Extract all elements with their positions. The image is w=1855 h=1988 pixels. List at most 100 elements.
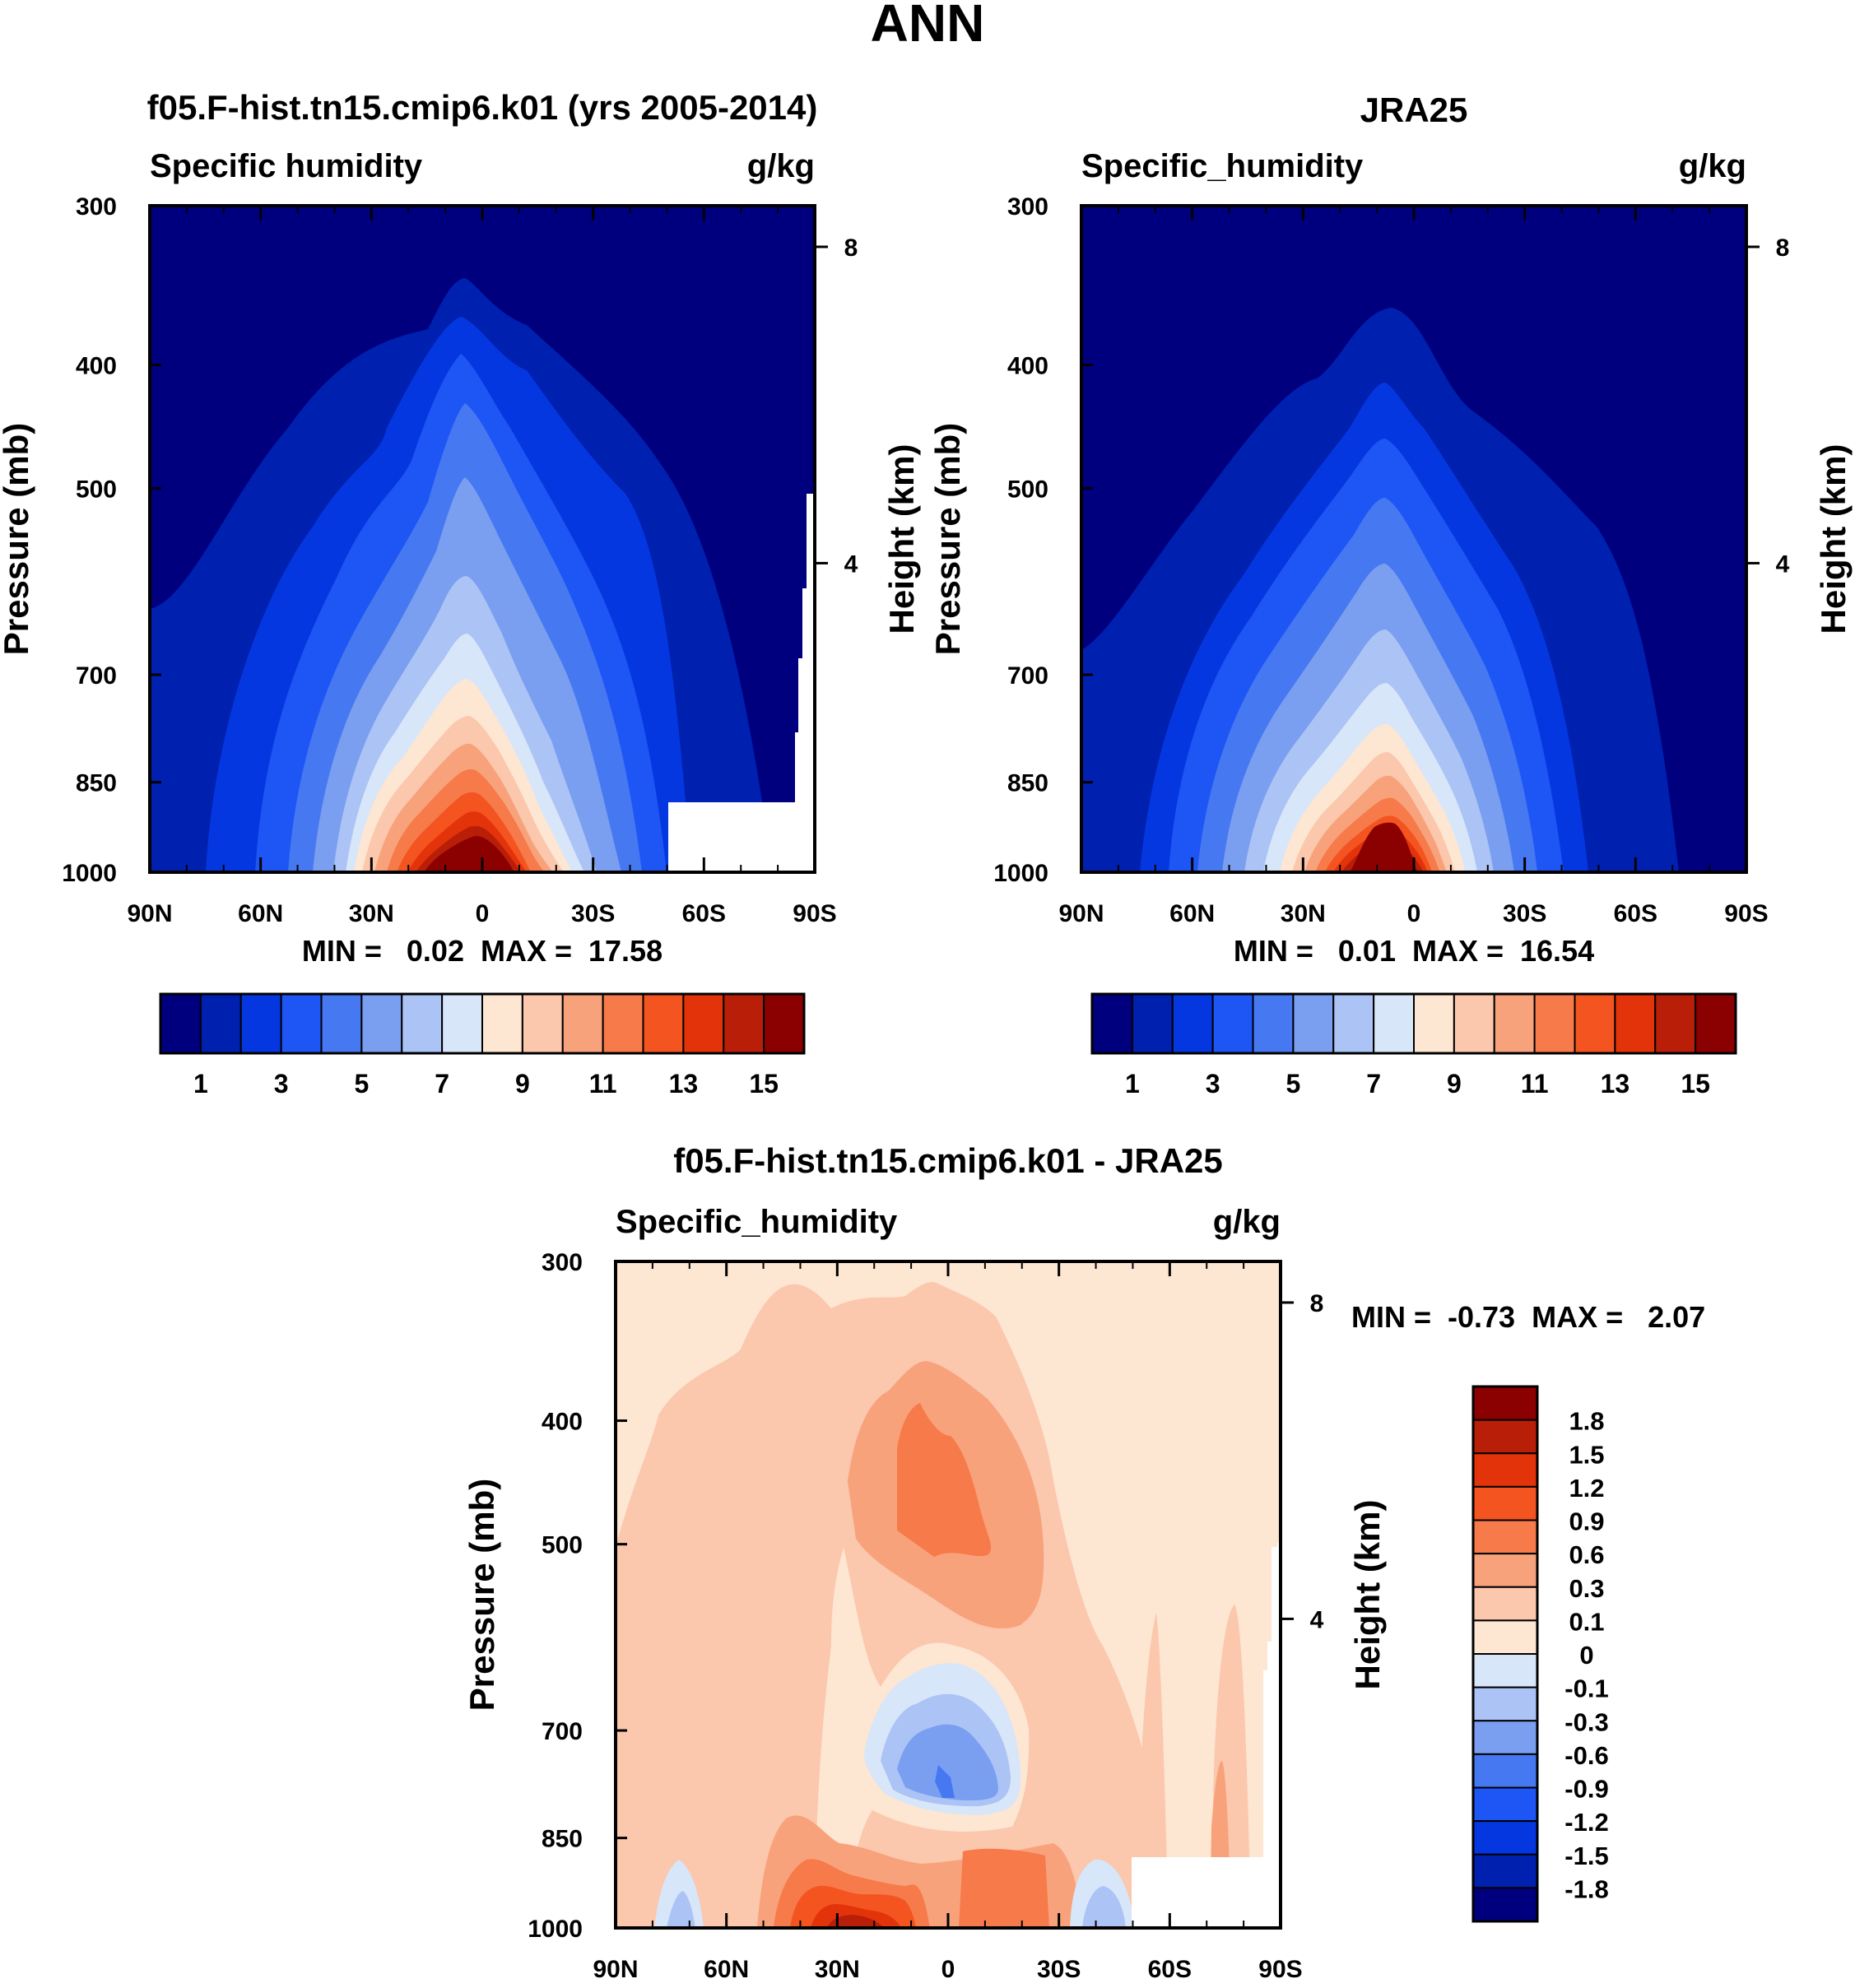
pressure-tick-label: 700 — [76, 662, 117, 690]
colorbar-label: 0.9 — [1569, 1507, 1604, 1536]
colorbar-swatch — [1472, 1586, 1538, 1622]
lat-tick-label: 60N — [704, 1956, 749, 1983]
colorbar-swatch — [160, 993, 202, 1054]
pressure-tick-label: 400 — [76, 353, 117, 380]
panel-diff-axes: 300 400 500 700 850 1000 8 4 90N 60N 30N 0 30S 60S 90S… — [463, 1249, 1387, 1983]
pressure-tick-label: 400 — [1007, 353, 1048, 380]
pressure-tick-label: 1000 — [993, 860, 1048, 887]
y-axis-title: Pressure (mb) — [0, 423, 35, 655]
lat-tick-label: 30N — [1281, 900, 1326, 927]
colorbar-swatch — [1472, 1519, 1538, 1555]
colorbar-swatch — [561, 993, 604, 1054]
colorbar-swatch — [1472, 1653, 1538, 1688]
panel-diff-units-label: g/kg — [1213, 1204, 1281, 1240]
panel-jra25: JRA25 Specific_humidity g/kg 30040050070… — [928, 91, 1853, 1099]
colorbar-label: -1.8 — [1564, 1874, 1608, 1903]
colorbar-swatch — [280, 993, 323, 1054]
colorbar-swatch — [1131, 993, 1174, 1054]
colorbar-label: 7 — [435, 1069, 449, 1099]
colorbar-label: -0.3 — [1564, 1707, 1608, 1736]
colorbar-swatch — [1472, 1452, 1538, 1488]
lat-tick-label: 30N — [815, 1956, 860, 1983]
height-tick-label: 8 — [844, 235, 858, 262]
colorbar-label: 1 — [193, 1069, 208, 1099]
lat-tick-label: 90S — [1258, 1956, 1302, 1983]
colorbar-label: 0.1 — [1569, 1607, 1604, 1636]
panel-model: f05.F-hist.tn15.cmip6.k01 (yrs 2005-2014… — [0, 88, 921, 1099]
panel-diff-variable-label: Specific_humidity — [616, 1204, 898, 1240]
colorbar-swatch — [1472, 1419, 1538, 1455]
colorbar-swatch — [682, 993, 725, 1054]
colorbar-swatch — [441, 993, 483, 1054]
colorbar-swatch — [1472, 1686, 1538, 1722]
colorbar-label: 5 — [354, 1069, 369, 1099]
colorbar-swatch — [602, 993, 644, 1054]
lat-tick-label: 60N — [1169, 900, 1215, 927]
panel-model-stats: MIN = 0.02 MAX = 17.58 — [302, 934, 662, 968]
colorbar-label: -0.9 — [1564, 1775, 1608, 1804]
colorbar-label: 0.3 — [1569, 1574, 1604, 1603]
panel-diff-field — [616, 1261, 1281, 1928]
colorbar-swatch — [1574, 993, 1616, 1054]
lat-tick-label: 0 — [1407, 900, 1421, 927]
pressure-tick-label: 1000 — [62, 860, 117, 887]
colorbar-swatch — [1654, 993, 1697, 1054]
panel-diff-stats: MIN = -0.73 MAX = 2.07 — [1351, 1300, 1705, 1334]
colorbar-label: 11 — [1521, 1069, 1549, 1099]
colorbar-label: 9 — [1447, 1069, 1462, 1099]
colorbar-swatch — [1091, 993, 1133, 1054]
colorbar-label: 3 — [1206, 1069, 1220, 1099]
y-axis-title: Pressure (mb) — [463, 1479, 501, 1711]
colorbar-swatch — [481, 993, 523, 1054]
lat-tick-label: 30S — [571, 900, 615, 927]
colorbar-label: 11 — [589, 1069, 617, 1099]
colorbar-label: -0.6 — [1564, 1741, 1608, 1770]
panel-diff: f05.F-hist.tn15.cmip6.k01 - JRA25 Specif… — [463, 1141, 1705, 1983]
colorbar-label: 1.2 — [1569, 1474, 1604, 1503]
pressure-tick-label: 500 — [1007, 476, 1048, 504]
lat-tick-label: 90N — [1058, 900, 1104, 927]
pressure-tick-label: 700 — [1007, 662, 1048, 690]
pressure-tick-label: 500 — [76, 476, 117, 504]
colorbar-label: 1 — [1125, 1069, 1140, 1099]
panel-jra25-axes: 300 400 500 700 850 1000 8 4 90N 60N 30N 0 30S 60S 90S… — [928, 193, 1853, 927]
panel-jra25-field — [1081, 206, 1746, 872]
colorbar-swatch — [1171, 993, 1214, 1054]
colorbar-label: 0.6 — [1569, 1540, 1604, 1569]
lat-tick-label: 0 — [476, 900, 490, 927]
pressure-tick-label: 850 — [76, 770, 117, 797]
pressure-tick-label: 850 — [542, 1826, 583, 1853]
colorbar-label: -1.2 — [1564, 1808, 1608, 1837]
lat-tick-label: 90S — [1724, 900, 1768, 927]
panel-jra25-variable-label: Specific_humidity — [1081, 148, 1364, 184]
pressure-tick-label: 400 — [542, 1409, 583, 1436]
panel-jra25-units-label: g/kg — [1679, 148, 1746, 184]
height-tick-label: 4 — [844, 550, 858, 578]
colorbar-swatch — [1472, 1485, 1538, 1521]
colorbar-label: 1.5 — [1569, 1440, 1604, 1469]
colorbar-swatch — [1472, 1386, 1538, 1421]
colorbar-swatch — [1252, 993, 1295, 1054]
colorbar-swatch — [1472, 1786, 1538, 1823]
lat-tick-label: 30S — [1503, 900, 1546, 927]
panel-jra25-colorbar: 1 3 5 7 9 11 13 15 — [1090, 992, 1737, 1099]
colorbar-swatch — [723, 993, 765, 1054]
pressure-tick-label: 500 — [542, 1532, 583, 1559]
colorbar-swatch — [1453, 993, 1495, 1054]
panel-jra25-title: JRA25 — [1360, 91, 1468, 129]
lat-tick-label: 30S — [1037, 1956, 1081, 1983]
panel-jra25-stats: MIN = 0.01 MAX = 16.54 — [1234, 934, 1594, 968]
panel-model-title: f05.F-hist.tn15.cmip6.k01 (yrs 2005-2014… — [147, 88, 818, 127]
colorbar-swatch — [320, 993, 363, 1054]
colorbar-frame — [1090, 992, 1737, 1055]
colorbar-swatch — [1211, 993, 1254, 1054]
panel-model-colorbar: 1 3 5 7 9 11 13 15 — [159, 992, 806, 1099]
pressure-tick-label: 1000 — [528, 1916, 583, 1943]
pressure-tick-label: 300 — [542, 1249, 583, 1276]
colorbar-swatch — [360, 993, 403, 1054]
colorbar-label: 3 — [274, 1069, 289, 1099]
lat-tick-label: 90S — [793, 900, 836, 927]
colorbar-swatch — [1292, 993, 1335, 1054]
colorbar-swatch — [521, 993, 564, 1054]
